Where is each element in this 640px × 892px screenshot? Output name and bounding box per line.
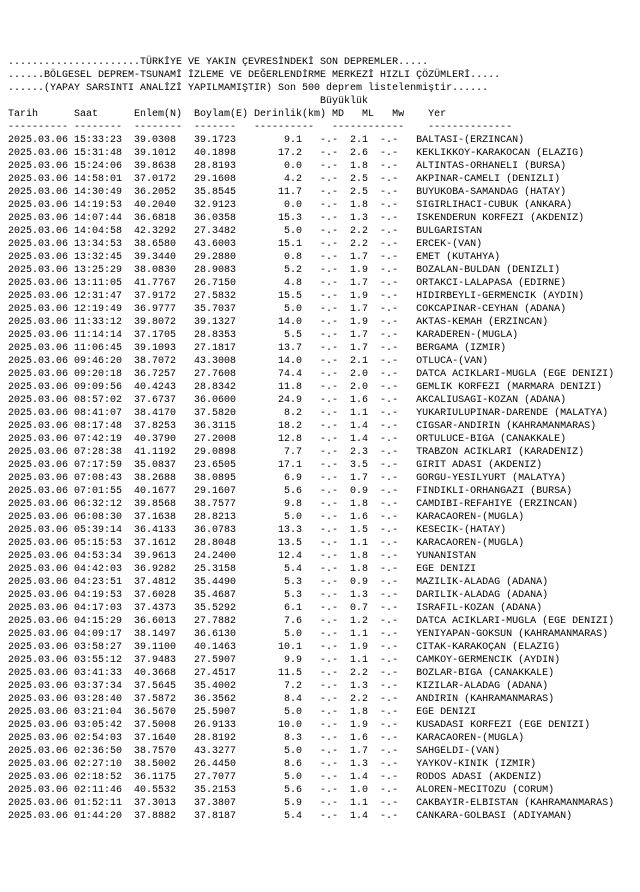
earthquake-listing: ......................TÜRKİYE VE YAKIN Ç… [8, 56, 640, 823]
